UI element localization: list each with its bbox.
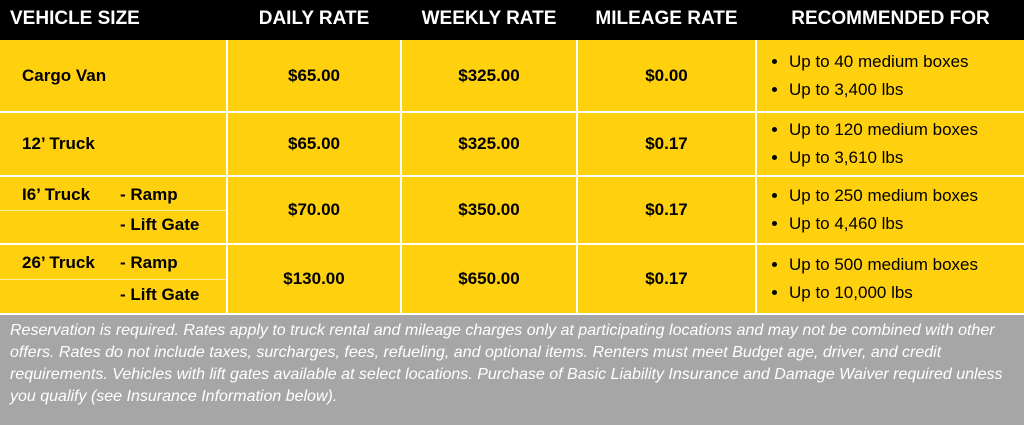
recommended-item: Up to 40 medium boxes (789, 48, 969, 76)
recommended-cell: Up to 120 medium boxesUp to 3,610 lbs (757, 113, 1024, 177)
recommended-list: Up to 250 medium boxesUp to 4,460 lbs (771, 182, 978, 238)
mileage-rate: $0.17 (578, 113, 757, 177)
table-row: Cargo Van$65.00$325.00$0.00Up to 40 medi… (0, 40, 1024, 113)
recommended-item: Up to 4,460 lbs (789, 210, 978, 238)
mileage-rate: $0.17 (578, 177, 757, 245)
header-cell: MILEAGE RATE (578, 0, 757, 40)
table-row: I6’ Truck - Ramp - Lift Gate $70.00 $350.00 $… (0, 177, 1024, 245)
divider (0, 210, 226, 211)
header-cell: RECOMMENDED FOR (757, 0, 1024, 40)
header-row: VEHICLE SIZE DAILY RATE WEEKLY RATE MILEAGE… (0, 0, 1024, 40)
recommended-list: Up to 500 medium boxesUp to 10,000 lbs (771, 251, 978, 307)
recommended-item: Up to 500 medium boxes (789, 251, 978, 279)
vehicle-cell: I6’ Truck - Ramp - Lift Gate (0, 177, 228, 245)
recommended-item: Up to 10,000 lbs (789, 279, 978, 307)
mileage-rate: $0.00 (578, 40, 757, 113)
daily-rate: $70.00 (228, 177, 402, 245)
recommended-list: Up to 120 medium boxesUp to 3,610 lbs (771, 116, 978, 172)
footnote: Reservation is required. Rates apply to … (0, 315, 1024, 425)
recommended-cell: Up to 500 medium boxesUp to 10,000 lbs (757, 245, 1024, 315)
divider (0, 279, 226, 280)
vehicle-option: - Ramp (120, 185, 178, 204)
weekly-rate: $350.00 (402, 177, 578, 245)
recommended-item: Up to 3,400 lbs (789, 76, 969, 104)
vehicle-name: 26’ Truck (22, 253, 95, 272)
header-cell: VEHICLE SIZE (0, 0, 228, 40)
daily-rate: $65.00 (228, 113, 402, 177)
table-row: 26’ Truck - Ramp - Lift Gate $130.00 $650.00… (0, 245, 1024, 315)
table-row: 12’ Truck$65.00$325.00$0.17Up to 120 med… (0, 113, 1024, 177)
vehicle-option: - Lift Gate (120, 285, 200, 304)
recommended-item: Up to 3,610 lbs (789, 144, 978, 172)
header-cell: DAILY RATE (228, 0, 402, 40)
vehicle-cell: 12’ Truck (0, 113, 228, 177)
weekly-rate: $650.00 (402, 245, 578, 315)
daily-rate: $130.00 (228, 245, 402, 315)
weekly-rate: $325.00 (402, 113, 578, 177)
recommended-item: Up to 120 medium boxes (789, 116, 978, 144)
mileage-rate: $0.17 (578, 245, 757, 315)
vehicle-name: 12’ Truck (22, 134, 95, 153)
recommended-list: Up to 40 medium boxesUp to 3,400 lbs (771, 48, 969, 104)
recommended-item: Up to 250 medium boxes (789, 182, 978, 210)
daily-rate: $65.00 (228, 40, 402, 113)
vehicle-option: - Ramp (120, 253, 178, 272)
vehicle-cell: 26’ Truck - Ramp - Lift Gate (0, 245, 228, 315)
vehicle-name: Cargo Van (22, 65, 107, 85)
recommended-cell: Up to 40 medium boxesUp to 3,400 lbs (757, 40, 1024, 113)
vehicle-option: - Lift Gate (120, 215, 200, 234)
vehicle-cell: Cargo Van (0, 40, 228, 113)
vehicle-name: I6’ Truck (22, 185, 91, 204)
weekly-rate: $325.00 (402, 40, 578, 113)
header-cell: WEEKLY RATE (402, 0, 578, 40)
recommended-cell: Up to 250 medium boxesUp to 4,460 lbs (757, 177, 1024, 245)
